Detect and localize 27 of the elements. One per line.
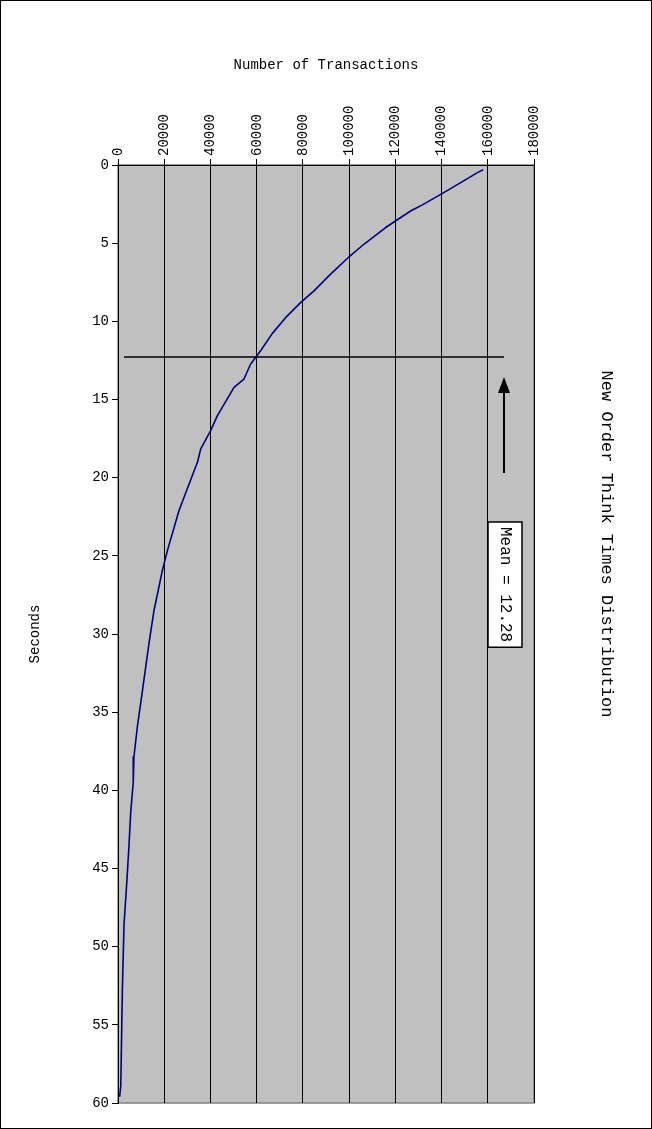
y-tick-label: 60 [92,1094,109,1111]
y-tick-label: 0 [100,156,109,173]
y-tick-label: 5 [100,234,109,251]
text: New Order Think Times Distribution [596,370,616,718]
x-axis-title: Number of Transactions [233,57,419,74]
y-tick-label: 35 [92,703,109,720]
x-tick-label: 20000 [156,113,173,156]
x-tick-label: 140000 [433,105,450,156]
x-tick-label: 120000 [387,105,404,156]
y-tick-label: 15 [92,391,109,408]
x-tick-label: 0 [109,147,126,156]
x-tick-label: 180000 [525,105,542,156]
ref-line-label: Mean = 12.28 [495,526,514,643]
y-tick-label: 10 [92,313,109,330]
x-tick-label: 40000 [202,113,219,156]
y-tick-label: 40 [92,782,109,799]
y-tick-label: 50 [92,938,109,955]
x-tick-label: 60000 [248,113,265,156]
x-tick-label: 160000 [479,105,496,156]
x-tick-label: 100000 [341,105,358,156]
y-tick-label: 45 [92,860,109,877]
y-axis-title: Seconds [27,604,44,664]
y-tick-label: 25 [92,547,109,564]
y-tick-label: 30 [92,625,109,642]
y-tick-label: 55 [92,1016,109,1033]
y-tick-label: 20 [92,469,109,486]
x-tick-label: 80000 [294,113,311,156]
